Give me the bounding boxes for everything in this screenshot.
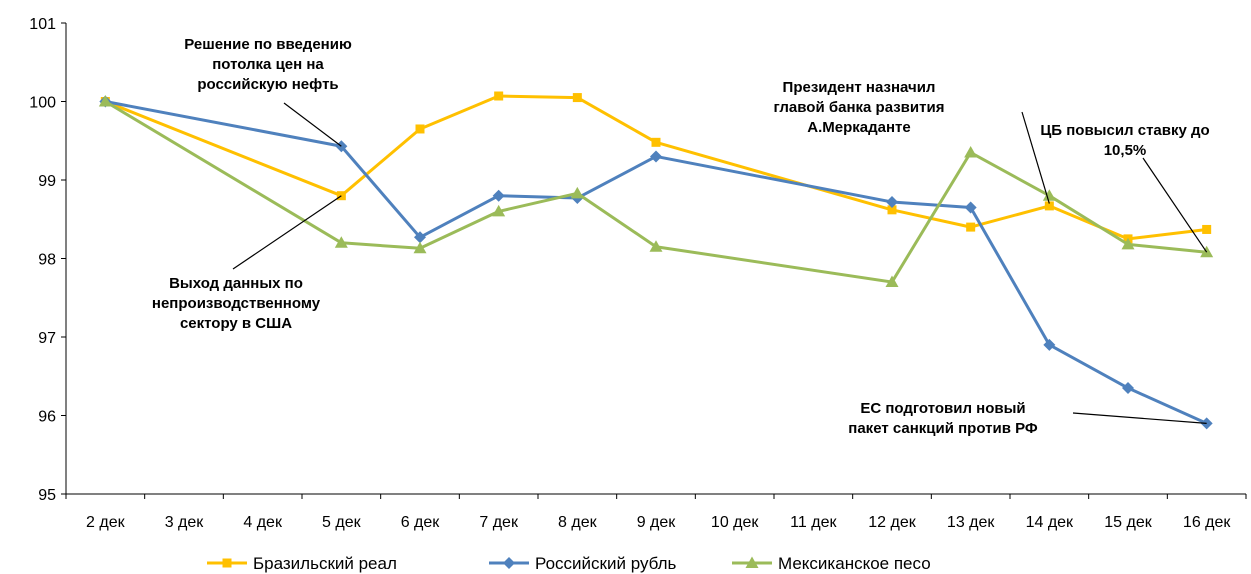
chart-annotations: Решение по введению потолка цен на российс…: [152, 36, 1210, 437]
annotation-text: А.Меркаданте: [807, 119, 910, 136]
y-tick-label: 98: [38, 252, 56, 269]
triangle-marker: [885, 275, 899, 288]
series-2: [98, 95, 1214, 288]
square-marker: [651, 137, 661, 147]
chart-legend: Бразильский реал Российский рубль Мексикан…: [207, 554, 931, 573]
annotation-leader-line: [1072, 412, 1207, 424]
annotation-text: Решение по введению: [184, 36, 352, 53]
annotation-text: 10,5%: [1104, 142, 1147, 159]
x-tick-label: 14 дек: [1026, 514, 1074, 531]
y-tick-label: 101: [29, 16, 56, 33]
triangle-marker: [745, 556, 759, 568]
annotation-0: Решение по введению потолка цен на российс…: [184, 36, 352, 147]
annotation-leader-line: [232, 195, 342, 270]
triangle-marker: [1042, 189, 1056, 201]
series-line: [105, 100, 1208, 425]
x-tick-label: 4 дек: [243, 514, 283, 531]
chart-series: [98, 91, 1214, 430]
diamond-marker: [414, 231, 426, 244]
y-tick-label: 100: [29, 95, 56, 112]
triangle-marker: [492, 204, 506, 217]
y-tick-label: 99: [38, 173, 56, 190]
annotation-text: главой банка развития: [774, 99, 945, 116]
x-tick-label: 8 дек: [558, 514, 598, 531]
annotation-text: Президент назначил: [783, 79, 936, 96]
triangle-marker: [334, 236, 348, 248]
x-tick-label: 6 дек: [401, 514, 441, 531]
square-marker: [572, 93, 582, 103]
diamond-marker: [1043, 338, 1056, 351]
x-tick-label: 9 дек: [637, 514, 677, 531]
x-tick-label: 3 дек: [165, 514, 205, 531]
annotation-leader-line: [283, 102, 342, 147]
legend-item-1: Российский рубль: [489, 554, 677, 573]
diamond-marker: [492, 189, 505, 202]
x-tick-label: 12 дек: [868, 514, 916, 531]
square-marker: [966, 222, 976, 232]
square-marker: [222, 558, 232, 568]
x-tick-label: 16 дек: [1183, 514, 1231, 531]
annotation-text: потолка цен на: [212, 56, 324, 73]
square-marker: [1044, 201, 1054, 211]
square-marker: [415, 124, 425, 134]
y-tick-label: 95: [38, 487, 56, 504]
square-marker: [887, 205, 897, 215]
diamond-marker: [964, 201, 977, 214]
annotation-4: ЕС подготовил новый пакет санкций против …: [848, 400, 1207, 437]
legend-item-0: Бразильский реал: [207, 554, 397, 573]
diamond-marker: [886, 195, 898, 208]
diamond-marker: [1122, 382, 1134, 395]
y-tick-label: 96: [38, 409, 56, 426]
x-tick-label: 11 дек: [790, 514, 837, 531]
annotation-text: Выход данных по: [169, 275, 303, 292]
triangle-marker: [98, 95, 112, 107]
legend-item-2: Мексиканское песо: [732, 554, 931, 573]
x-tick-label: 7 дек: [479, 514, 519, 531]
series-0: [100, 91, 1212, 244]
annotation-text: сектору в США: [180, 315, 292, 332]
diamond-marker: [503, 557, 515, 569]
triangle-marker: [413, 241, 427, 254]
annotation-text: ЕС подготовил новый: [860, 400, 1025, 417]
diamond-marker: [650, 150, 662, 163]
x-tick-label: 13 дек: [947, 514, 995, 531]
triangle-marker: [570, 186, 584, 199]
x-tick-label: 15 дек: [1104, 514, 1152, 531]
triangle-marker: [649, 240, 663, 252]
y-tick-label: 97: [38, 330, 56, 347]
x-tick-label: 2 дек: [86, 514, 126, 531]
x-tick-label: 10 дек: [711, 514, 759, 531]
square-marker: [494, 91, 504, 101]
legend-label: Мексиканское песо: [778, 554, 931, 573]
annotation-text: ЦБ повысил ставку до: [1040, 122, 1209, 139]
triangle-marker: [964, 146, 978, 158]
x-tick-label: 5 дек: [322, 514, 362, 531]
chart-axes: 95 96 97 98 99 100 101 2 дек 3 дек 4 дек 5 дек 6 де…: [29, 16, 1247, 531]
annotation-leader-line: [1021, 111, 1050, 204]
legend-label: Российский рубль: [535, 554, 677, 573]
square-marker: [1202, 224, 1212, 234]
annotation-text: непроизводственному: [152, 295, 321, 312]
triangle-marker: [1121, 237, 1135, 250]
annotation-1: Выход данных по непроизводственному сектор…: [152, 195, 342, 332]
annotation-text: пакет санкций против РФ: [848, 420, 1038, 437]
annotation-3: ЦБ повысил ставку до 10,5%: [1040, 122, 1210, 253]
series-line: [104, 94, 1207, 241]
legend-label: Бразильский реал: [253, 554, 397, 573]
annotation-2: Президент назначил главой банка развития А…: [774, 79, 1050, 204]
annotation-text: российскую нефть: [197, 76, 338, 93]
annotation-leader-line: [1142, 157, 1208, 253]
